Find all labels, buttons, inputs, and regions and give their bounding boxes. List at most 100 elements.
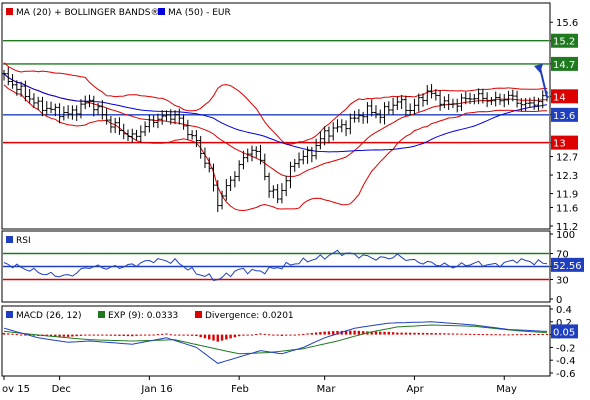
x-tick-label: Feb: [231, 384, 249, 395]
macd-divergence-bar: [212, 334, 215, 341]
rsi-panel: 1007050300 52.56 RSI: [1, 230, 584, 306]
macd-divergence-bar: [143, 334, 147, 336]
macd-lines: [3, 321, 548, 364]
macd-y-tick-label: -0.6: [556, 369, 576, 380]
divergence-legend-label: Divergence: 0.0201: [205, 311, 294, 321]
price-panel: 15.6 15.2 14.7 14 13.6 13 12.7 12.3 11.9 11.6 11.2…: [1, 2, 578, 233]
price-y-tick-label: 11.6: [556, 203, 578, 214]
rsi-legend-swatch: [6, 236, 13, 243]
macd-divergence-bar: [473, 333, 476, 335]
macd-divergence-bar: [349, 330, 352, 335]
macd-divergence-bar: [443, 333, 446, 335]
macd-divergence-bar: [515, 334, 519, 336]
macd-divergence-bar: [92, 334, 95, 336]
macd-divergence-bar: [511, 334, 514, 336]
macd-divergence-bar: [430, 333, 433, 335]
macd-divergence-bar: [19, 334, 23, 336]
macd-divergence-bar: [122, 334, 125, 337]
macd-divergence-bar: [379, 331, 382, 335]
macd-legend-swatch: [6, 311, 13, 318]
rsi-badge-label: 52.56: [553, 261, 582, 272]
macd-divergence-bar: [54, 334, 57, 337]
rsi-y-tick-label: 100: [556, 230, 575, 241]
macd-divergence-bar: [156, 334, 160, 336]
macd-divergence-bar: [323, 331, 326, 335]
macd-divergence-bar: [314, 332, 318, 335]
macd-badge-label: 0.05: [553, 327, 575, 338]
macd-divergence-bar: [190, 334, 194, 336]
macd-divergence-bar: [242, 334, 245, 336]
price-badge-box: [551, 33, 578, 48]
price-badge-box: [551, 56, 578, 71]
price-badge-box: [551, 135, 578, 150]
macd-divergence-bar: [105, 334, 108, 336]
macd-divergence-bar: [284, 334, 288, 336]
macd-divergence-bar: [319, 332, 322, 335]
macd-divergence-bar: [289, 334, 292, 336]
macd-divergence-bar: [327, 331, 331, 335]
macd-divergence-bar: [391, 332, 395, 335]
macd-divergence-bar: [15, 334, 19, 336]
macd-divergence-bar: [532, 334, 536, 336]
macd-y-tick-label: 0.2: [556, 318, 572, 329]
macd-divergence-bar: [520, 334, 523, 336]
x-tick-label: Jan 16: [140, 384, 172, 395]
price-y-tick-label: 12.3: [556, 171, 578, 182]
macd-divergence-bar: [139, 334, 143, 336]
exp-legend-label: EXP (9): 0.0333: [108, 311, 178, 321]
macd-divergence-bar: [24, 334, 27, 336]
macd-divergence-bar: [255, 334, 258, 336]
rsi-series-line: [3, 249, 548, 281]
rsi-legend-label: RSI: [16, 236, 31, 246]
macd-divergence-bar: [220, 334, 224, 341]
price-badge-label: 13.6: [553, 111, 575, 122]
ma20-legend-label: MA (20) + BOLLINGER BANDS®: [16, 8, 160, 18]
macd-divergence-bar: [336, 330, 339, 335]
x-axis: ov 15 Dec Jan 16 Feb Mar Apr May: [2, 376, 517, 395]
macd-divergence-bar: [413, 332, 416, 335]
macd-divergence-bar: [528, 334, 532, 336]
divergence-legend-swatch: [195, 311, 202, 318]
price-y-tick-label: 11.9: [556, 190, 578, 201]
macd-divergence-bar: [361, 331, 365, 335]
macd-divergence-bar: [297, 334, 301, 336]
price-badge-label: 15.2: [553, 37, 575, 48]
macd-divergence-bar: [165, 333, 168, 335]
price-badge-label: 14.7: [553, 60, 575, 71]
macd-divergence-bar: [7, 333, 10, 335]
macd-divergence-bar: [109, 334, 113, 336]
macd-divergence-bar: [310, 333, 314, 335]
macd-divergence-bar: [126, 334, 130, 337]
macd-divergence-bar: [545, 333, 549, 335]
price-y-tick-label: 12.7: [556, 153, 578, 164]
macd-divergence-bar: [246, 334, 249, 336]
macd-y-tick-label: 0.4: [556, 305, 572, 316]
macd-divergence-bar: [503, 334, 506, 336]
macd-divergence-bar: [498, 334, 502, 336]
rsi-badge-box: [551, 257, 584, 272]
price-y-tick-label: 15.6: [556, 18, 578, 29]
macd-divergence-bar: [447, 333, 450, 335]
price-badge-box: [551, 89, 578, 104]
macd-divergence-bar: [237, 334, 241, 337]
macd-divergence-bar: [49, 334, 53, 337]
rsi-line: [3, 249, 548, 281]
macd-divergence-bar: [178, 334, 181, 336]
macd-divergence-bar: [541, 333, 544, 335]
macd-divergence-bar: [101, 334, 104, 336]
x-tick-label: May: [496, 384, 517, 395]
trend-arrow-shaft: [539, 67, 548, 98]
macd-divergence-bar: [32, 334, 36, 336]
macd-divergence-bar: [404, 332, 408, 335]
price-frame: [1, 2, 551, 230]
x-tick-label: Mar: [317, 384, 337, 395]
trend-arrow-head: [534, 63, 543, 73]
macd-divergence-bar: [468, 333, 472, 335]
macd-divergence-bar: [396, 332, 399, 335]
macd-divergence-bar: [131, 334, 134, 337]
macd-divergence-bar: [229, 334, 232, 339]
price-legend: MA (20) + BOLLINGER BANDS® MA (50) - EUR: [6, 8, 231, 18]
price-badge-box: [551, 107, 578, 122]
macd-divergence-bar: [357, 330, 361, 335]
macd-panel: 0.40.20-0.2-0.4-0.6 0.05 MACD (26, 12) E…: [1, 305, 578, 380]
